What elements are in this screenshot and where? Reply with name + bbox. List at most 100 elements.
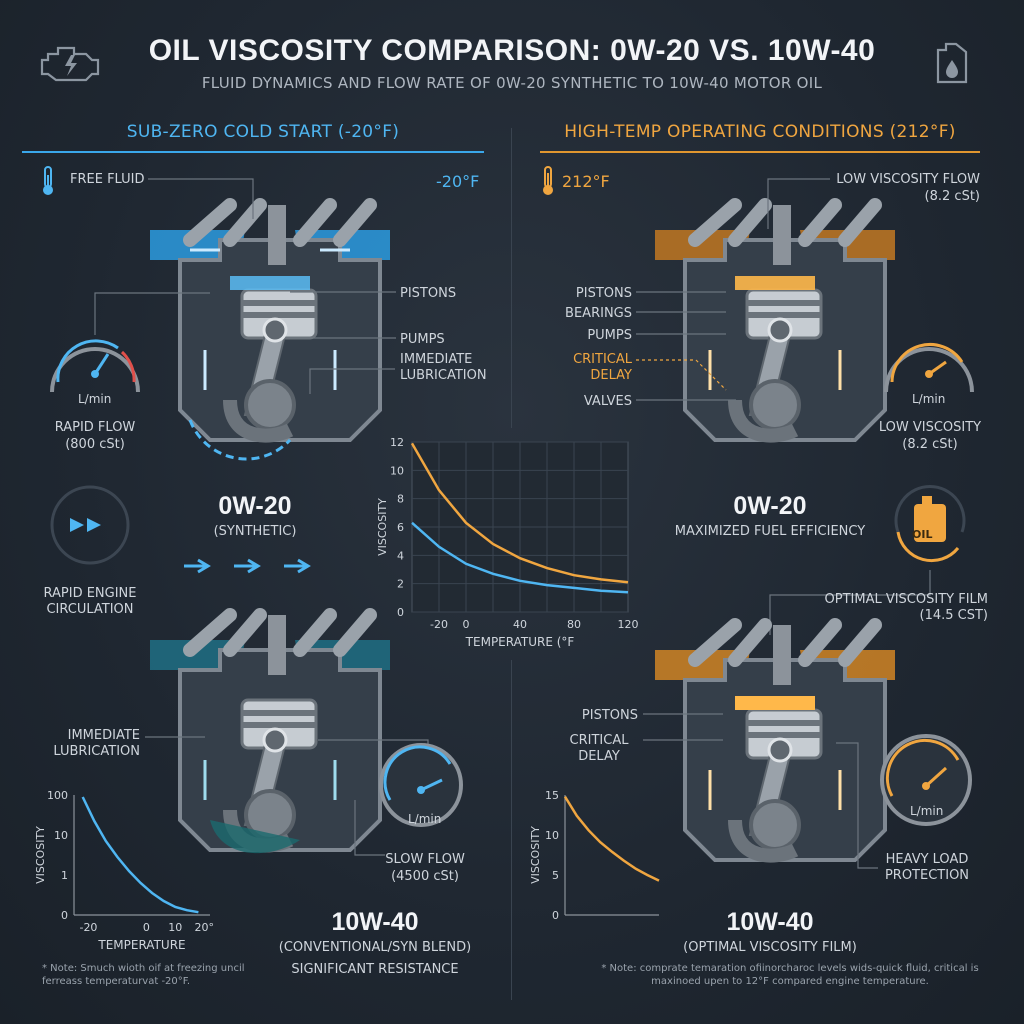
cold-lubrication-label: IMMEDIATE LUBRICATION [400,352,487,383]
cold-engine-bottom [150,600,390,885]
chart3-series-line [563,795,660,882]
cold-flow-value: (800 cSt) [65,437,125,452]
hot-section-heading: HIGH-TEMP OPERATING CONDITIONS (212°F) [564,122,956,142]
hot-engine-top [655,190,895,475]
hot-oil2-type: (OPTIMAL VISCOSITY FILM) [683,940,857,955]
hot-footnote: * Note: comprate temaration ofiinorcharo… [601,963,979,987]
hot-thermometer-icon [543,166,553,195]
cold-slow-gauge [379,743,463,827]
chart1-xtick-label: 80 [567,618,581,631]
cold-pistons-label: PISTONS [400,286,457,301]
hot-gauge-label: LOW VISCOSITY [878,420,982,435]
cold-viscosity-chart: 0 1 10 100 -20 0 10 20° TEMPERATURE VISCOSITY [34,789,214,952]
hot-pumps-label: PUMPS [587,328,632,343]
hot-bottom-pistons-label: PISTONS [581,708,638,723]
cold-oil2-note: SIGNIFICANT RESISTANCE [291,962,459,977]
hot-low-flow-label: LOW VISCOSITY FLOW [836,172,980,187]
hot-oil-name: 0W-20 [733,492,807,520]
chart2-ylabel: VISCOSITY [34,826,47,884]
hot-gauge-unit: L/min [912,392,946,406]
hot-gauge2-unit: L/min [910,804,944,818]
cold-footnote: * Note: Smuch wioth oif at freezing unci… [42,963,245,987]
chart1-ytick-label: 4 [397,549,404,562]
viscosity-temperature-chart: 0 2 4 6 8 10 12 -20 0 40 80 120 TEMPERATURE (°F VISCO… [376,436,639,649]
circulation-label: RAPID ENGINE CIRCULATION [43,586,137,617]
chart2-xtick-label: 10 [168,921,182,934]
hot-oil-badge-icon [894,485,966,563]
chart2-series-line [81,796,199,914]
cold-oil2-type: (CONVENTIONAL/SYN BLEND) [278,940,472,955]
cold-oil2-name: 10W-40 [331,908,419,936]
chart1-ytick-label: 8 [397,493,404,506]
hot-pistons-label: PISTONS [575,286,632,301]
hot-bottom-critical-delay-label: CRITICAL DELAY [569,733,629,764]
chart3-ytick-label: 5 [552,869,559,882]
cold-oil-type: (SYNTHETIC) [213,524,297,539]
cold-flow-gauge [50,339,140,393]
hot-viscosity-chart: 0 5 10 15 VISCOSITY [529,789,660,922]
cold-flow-label: RAPID FLOW [54,420,136,435]
cold-oil-name: 0W-20 [218,492,292,520]
chart2-ytick-label: 10 [54,829,68,842]
chart1-xtick-label: 120 [618,618,639,631]
hot-critical-delay-label: CRITICAL DELAY [573,352,632,383]
flow-arrows-icon [184,558,311,574]
chart1-ylabel: VISCOSITY [376,498,389,556]
chart3-ytick-label: 15 [545,789,559,802]
chart1-ytick-label: 6 [397,521,404,534]
hot-oil-badge: OIL [912,528,933,541]
chart2-ytick-label: 1 [61,869,68,882]
hot-low-flow-value: (8.2 cSt) [924,189,980,204]
center-divider-lower [511,660,512,1000]
page-title: OIL VISCOSITY COMPARISON: 0W-20 VS. 10W-… [148,34,876,67]
hot-valves-label: VALVES [583,394,632,409]
chart3-ytick-label: 10 [545,829,559,842]
cold-temp-value: -20°F [436,172,480,191]
cold-pumps-label: PUMPS [400,332,445,347]
hot-gauge-value: (8.2 cSt) [902,437,958,452]
chart2-ytick-label: 0 [61,909,68,922]
circulation-arrow-icon [50,485,130,565]
hot-temp-value: 212°F [562,172,610,191]
chart1-xtick-label: 40 [513,618,527,631]
cold-slow-flow-value: (4500 cSt) [391,869,459,884]
cold-gauge-unit: L/min [78,392,112,406]
chart1-series-line-1 [411,521,629,594]
cold-heading-rule [22,151,484,153]
hot-oil-note: MAXIMIZED FUEL EFFICIENCY [674,524,866,539]
center-divider [511,128,512,428]
cold-thermometer-icon [43,166,53,195]
oil-jug-icon [936,42,968,84]
cold-gauge2-unit: L/min [408,812,442,826]
engine-warning-icon [40,46,100,82]
page-subtitle: FLUID DYNAMICS AND FLOW RATE OF 0W-20 SY… [201,74,823,92]
chart2-xtick-label: -20 [79,921,97,934]
chart1-ytick-label: 12 [390,436,404,449]
cold-section-heading: SUB-ZERO COLD START (-20°F) [126,122,400,142]
hot-low-viscosity-gauge [884,343,974,393]
cold-engine-top [150,190,390,461]
hot-bearings-label: BEARINGS [565,306,632,321]
chart2-xtick-label: 0 [143,921,150,934]
cold-slow-flow-label: SLOW FLOW [385,852,465,867]
cold-thermometer-label: FREE FLUID [70,172,145,187]
chart1-series-line-0 [410,442,629,584]
chart1-xtick-label: -20 [430,618,448,631]
chart2-xlabel: TEMPERATURE [97,938,185,952]
chart1-ytick-label: 0 [397,606,404,619]
chart1-ytick-label: 10 [390,464,404,477]
hot-heavy-load-label: HEAVY LOAD PROTECTION [884,852,970,883]
chart2-xtick-label: 20° [194,921,214,934]
chart1-xlabel: TEMPERATURE (°F [465,635,575,649]
hot-heading-rule [540,151,980,153]
cold-bottom-lubrication-label: IMMEDIATE LUBRICATION [53,728,140,759]
chart2-ytick-label: 100 [47,789,68,802]
chart1-xtick-label: 0 [463,618,470,631]
chart3-ylabel: VISCOSITY [529,826,542,884]
chart3-ytick-label: 0 [552,909,559,922]
